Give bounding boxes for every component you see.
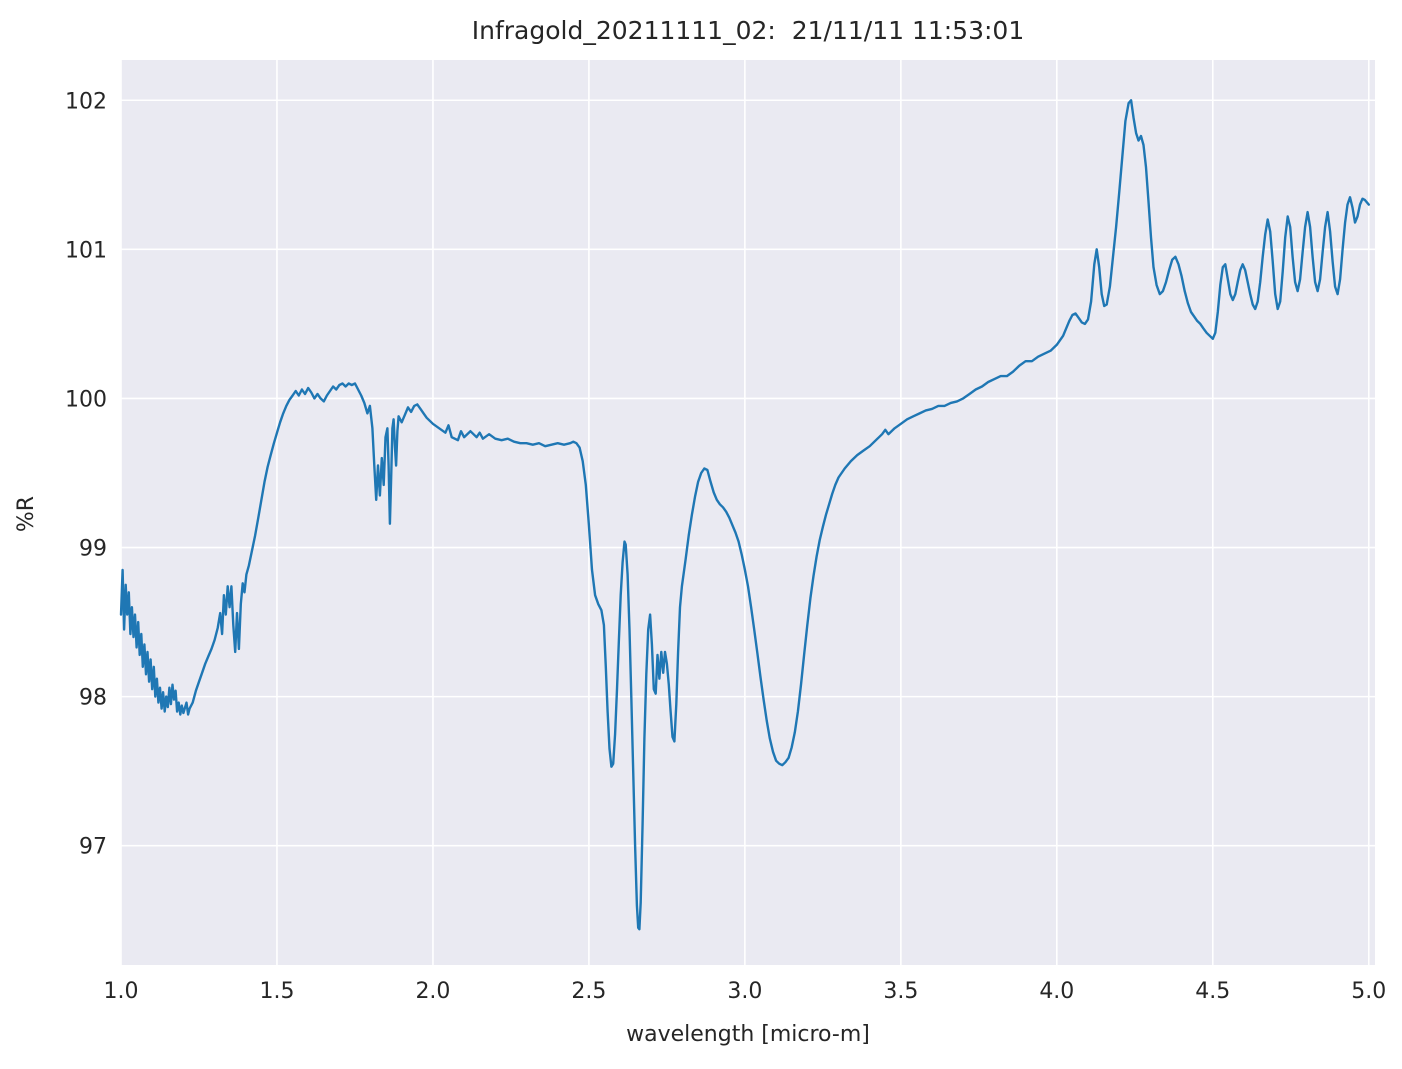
x-tick-label: 3.5 bbox=[883, 979, 918, 1004]
y-axis-label: %R bbox=[14, 495, 39, 533]
y-tick-label: 102 bbox=[65, 89, 107, 114]
y-tick-label: 100 bbox=[65, 387, 107, 412]
x-tick-label: 4.5 bbox=[1195, 979, 1230, 1004]
plot-area bbox=[121, 60, 1375, 965]
x-tick-label: 2.0 bbox=[415, 979, 450, 1004]
spectrum-line bbox=[119, 99, 1370, 931]
x-axis-label: wavelength [micro-m] bbox=[626, 1022, 870, 1047]
y-tick-label: 101 bbox=[65, 238, 107, 263]
x-tick-label: 5.0 bbox=[1351, 979, 1386, 1004]
chart-title: Infragold_20211111_02: 21/11/11 11:53:01 bbox=[471, 16, 1025, 45]
x-tick-label: 2.5 bbox=[571, 979, 606, 1004]
y-tick-label: 97 bbox=[79, 835, 107, 860]
x-tick-label: 4.0 bbox=[1039, 979, 1074, 1004]
x-tick-label: 1.0 bbox=[104, 979, 139, 1004]
x-tick-label: 1.5 bbox=[259, 979, 294, 1004]
x-tick-label: 3.0 bbox=[727, 979, 762, 1004]
y-tick-label: 98 bbox=[79, 686, 107, 711]
y-tick-label: 99 bbox=[79, 537, 107, 562]
